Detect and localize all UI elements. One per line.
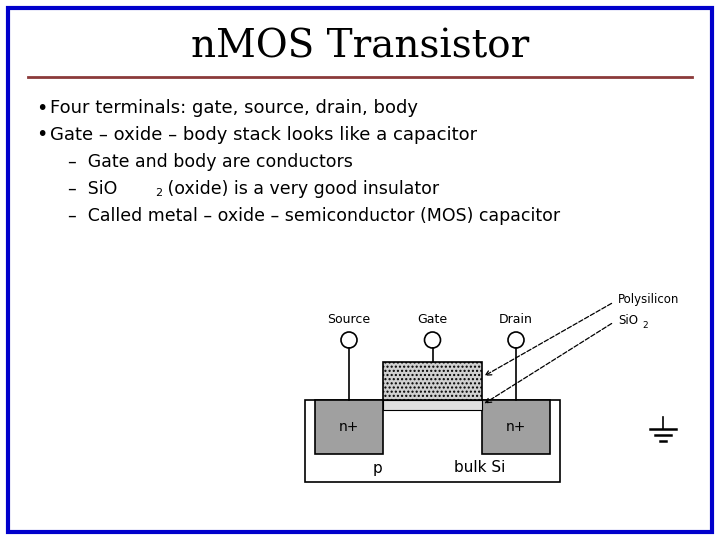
- Text: –  Called metal – oxide – semiconductor (MOS) capacitor: – Called metal – oxide – semiconductor (…: [68, 207, 560, 225]
- Text: •: •: [36, 98, 48, 118]
- Text: Polysilicon: Polysilicon: [618, 294, 680, 307]
- Text: n+: n+: [339, 420, 359, 434]
- Text: bulk Si: bulk Si: [454, 461, 505, 476]
- Text: SiO: SiO: [618, 314, 638, 327]
- Text: 2: 2: [155, 188, 162, 198]
- Bar: [305, 400, 560, 482]
- Text: Gate – oxide – body stack looks like a capacitor: Gate – oxide – body stack looks like a c…: [50, 126, 477, 144]
- Text: –  SiO: – SiO: [68, 180, 117, 198]
- Text: Source: Source: [328, 313, 371, 326]
- Text: Drain: Drain: [499, 313, 533, 326]
- Text: •: •: [36, 125, 48, 145]
- Text: n+: n+: [506, 420, 526, 434]
- Bar: [315, 400, 383, 454]
- Bar: [482, 400, 550, 454]
- Text: Gate: Gate: [418, 313, 448, 326]
- Text: (oxide) is a very good insulator: (oxide) is a very good insulator: [162, 180, 439, 198]
- Bar: [383, 400, 482, 410]
- Text: p: p: [372, 461, 382, 476]
- Text: –  Gate and body are conductors: – Gate and body are conductors: [68, 153, 353, 171]
- Bar: [383, 362, 482, 400]
- Text: nMOS Transistor: nMOS Transistor: [191, 29, 529, 65]
- Text: Four terminals: gate, source, drain, body: Four terminals: gate, source, drain, bod…: [50, 99, 418, 117]
- Text: 2: 2: [642, 321, 647, 329]
